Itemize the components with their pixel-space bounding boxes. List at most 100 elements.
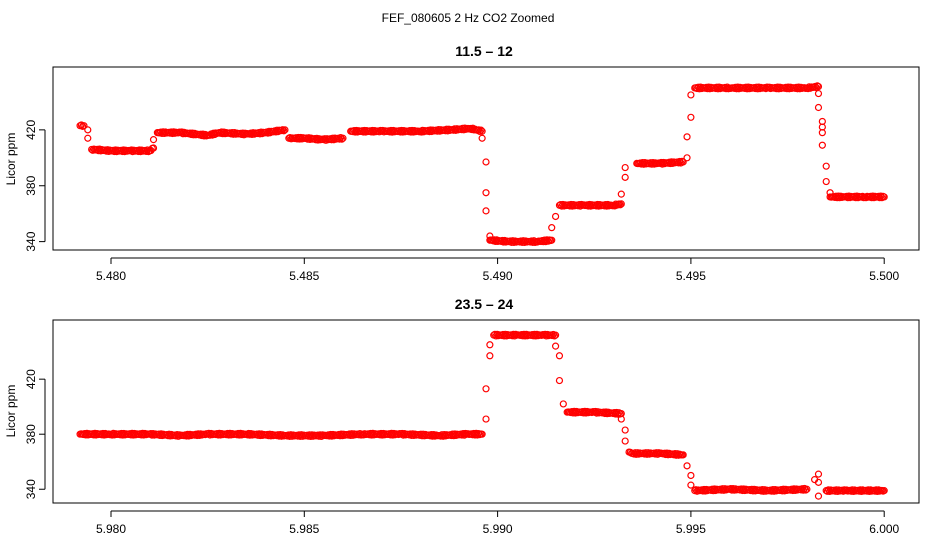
top-chart-x-tick-label: 5.485 (289, 269, 319, 283)
top-chart-data-point (281, 126, 289, 134)
bottom-chart-y-axis-label: Licor ppm (4, 385, 18, 438)
bottom-chart-x-tick-label: 5.985 (289, 522, 319, 536)
top-chart-x-axis: 5.480 5.485 5.490 5.495 5.500 (96, 257, 900, 283)
top-chart-data-point (482, 189, 490, 197)
top-chart-y-tick-label: 340 (24, 231, 38, 251)
top-chart-data-point (814, 82, 823, 91)
top-chart-data-point (674, 159, 683, 167)
bottom-chart-data-point (679, 451, 687, 459)
bottom-chart-data-point (486, 341, 494, 349)
top-chart-data-point (683, 154, 691, 162)
top-chart-data-point (475, 126, 483, 134)
bottom-chart-data-point (814, 492, 823, 500)
top-chart-data-point (482, 207, 490, 215)
top-chart-data-point (84, 126, 92, 134)
top-chart-plot-frame (52, 66, 920, 251)
top-chart-data-point (551, 212, 560, 221)
bottom-chart-data-point (555, 376, 564, 385)
bottom-chart-data-point (814, 478, 823, 486)
top-chart-data-point (84, 134, 92, 142)
bottom-chart-data-point (798, 485, 806, 493)
figure-title: FEF_080605 2 Hz CO2 Zoomed (382, 11, 555, 25)
top-chart-data-point (149, 136, 158, 144)
top-chart-data-point (687, 113, 695, 121)
top-chart-data-point (818, 141, 826, 149)
top-chart-data-point (818, 129, 826, 137)
top-chart-data-point (478, 134, 486, 142)
top-chart-data-point (687, 91, 695, 99)
top-chart-data-point (335, 135, 344, 143)
bottom-chart-data-point (551, 331, 560, 339)
top-chart-data-point (478, 127, 486, 135)
bottom-chart-panel: 23.5 – 24 Licor ppm 5.980 5.985 5.990 5.995… (4, 296, 920, 536)
bottom-chart-data-point (687, 481, 695, 489)
top-chart-data-point (679, 158, 687, 166)
top-chart-data-point (142, 147, 150, 156)
top-chart-data-point (476, 127, 484, 136)
bottom-chart-data-point (486, 352, 494, 360)
top-chart-data-point (338, 135, 346, 143)
bottom-chart-data-point (621, 437, 629, 445)
top-chart-data-point (617, 200, 625, 208)
top-chart-x-tick-label: 5.490 (483, 269, 513, 283)
bottom-chart-data-point (880, 487, 888, 495)
bottom-chart-data-point (621, 426, 629, 434)
bottom-chart-data-point (482, 415, 490, 423)
bottom-chart-data-point (799, 486, 807, 494)
bottom-chart-data-point (613, 408, 621, 417)
bottom-chart-x-axis: 5.980 5.985 5.990 5.995 6.000 (96, 510, 900, 536)
top-chart-data-point (477, 126, 485, 134)
bottom-chart-x-tick-label: 6.000 (869, 522, 899, 536)
bottom-chart-points (76, 330, 888, 500)
bottom-chart-data-point (617, 415, 625, 423)
bottom-chart-x-tick-label: 5.990 (483, 522, 513, 536)
top-chart-y-axis-label: Licor ppm (4, 133, 18, 186)
bottom-chart-x-tick-label: 5.995 (676, 522, 706, 536)
top-chart-data-point (876, 194, 884, 202)
bottom-chart-data-point (814, 470, 823, 478)
top-chart-data-point (814, 103, 823, 112)
top-chart-data-point (822, 162, 830, 170)
top-chart-data-point (339, 134, 347, 142)
bottom-chart-y-axis: 340 380 420 (24, 369, 46, 499)
top-chart-data-point (280, 127, 288, 135)
bottom-chart-data-point (551, 342, 560, 350)
top-chart-y-tick-label: 420 (24, 120, 38, 140)
bottom-chart-data-point (683, 462, 691, 470)
bottom-chart-data-point (550, 332, 559, 340)
top-chart-y-tick-label: 380 (24, 175, 38, 195)
bottom-chart-data-point (803, 485, 811, 493)
top-chart-data-point (617, 190, 625, 198)
top-chart-panel: 11.5 – 12 Licor ppm 5.480 5.485 5.490 5.495… (4, 43, 920, 283)
bottom-chart-plot-frame (52, 319, 920, 504)
bottom-chart-y-tick-label: 380 (24, 424, 38, 444)
top-chart-data-point (80, 122, 88, 130)
top-chart-x-tick-label: 5.480 (96, 269, 126, 283)
top-chart-data-point (621, 163, 629, 172)
bottom-chart-x-tick-label: 5.980 (96, 522, 126, 536)
top-chart-x-tick-label: 5.500 (869, 269, 899, 283)
top-chart-data-point (279, 126, 287, 134)
top-chart-title: 11.5 – 12 (455, 43, 513, 59)
top-chart-points (76, 82, 888, 247)
top-chart-data-point (548, 224, 556, 232)
bottom-chart-data-point (559, 400, 567, 408)
bottom-chart-data-point (687, 471, 695, 480)
top-chart-data-point (482, 158, 490, 166)
bottom-chart-y-tick-label: 420 (24, 369, 38, 389)
top-chart-data-point (615, 200, 623, 208)
bottom-chart-data-point (614, 410, 622, 418)
top-chart-data-point (149, 144, 158, 152)
bottom-chart-y-tick-label: 340 (24, 479, 38, 499)
top-chart-data-point (206, 131, 214, 139)
top-chart-y-axis: 340 380 420 (24, 120, 46, 252)
bottom-chart-data-point (555, 352, 564, 360)
bottom-chart-data-point (482, 385, 490, 393)
top-chart-x-tick-label: 5.495 (676, 269, 706, 283)
top-chart-data-point (543, 236, 551, 244)
top-chart-data-point (880, 193, 888, 201)
top-chart-data-point (616, 201, 624, 209)
top-chart-data-point (814, 89, 823, 98)
